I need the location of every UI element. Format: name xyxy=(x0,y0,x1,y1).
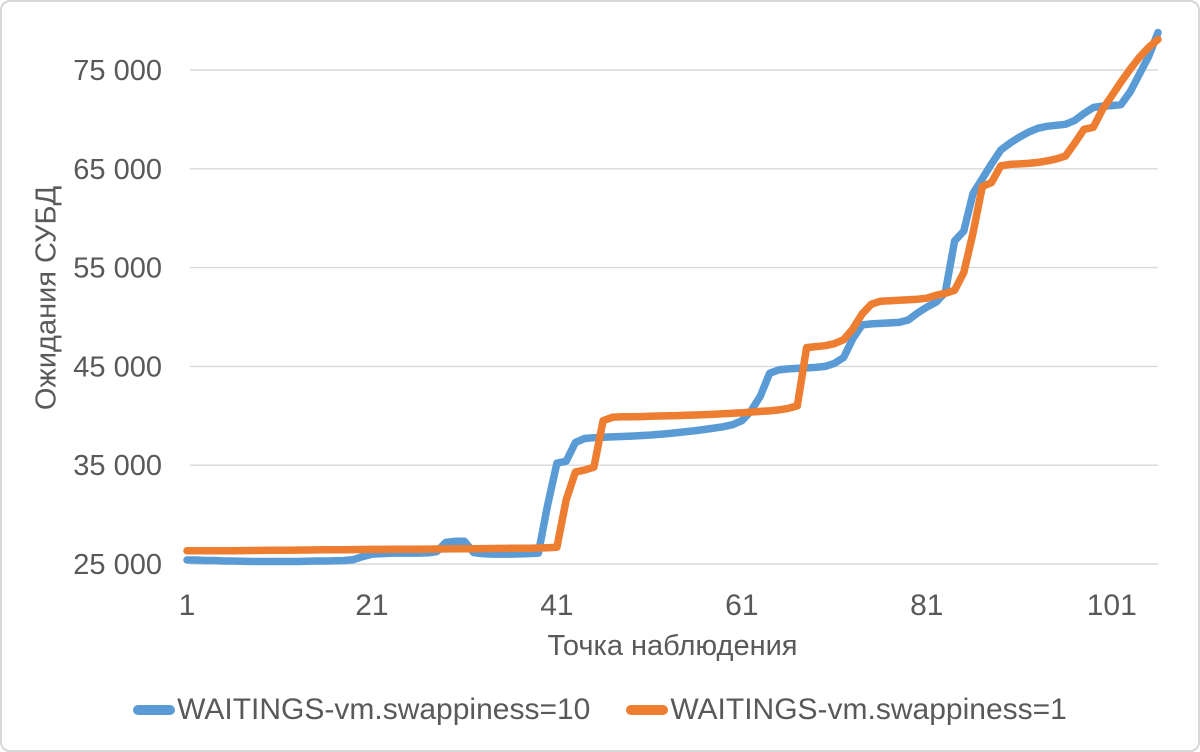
series-line-marker-icon xyxy=(626,705,669,715)
x-axis-title: Точка наблюдения xyxy=(547,630,798,662)
series-line-marker-icon xyxy=(133,705,176,715)
series-line-0 xyxy=(183,28,1162,566)
x-tick-label: 61 xyxy=(725,589,758,622)
chart-legend: WAITINGS-vm.swappiness=10 WAITINGS-vm.sw… xyxy=(2,693,1198,727)
y-tick-label: 45 000 xyxy=(73,351,162,383)
x-tick-label: 1 xyxy=(179,589,196,622)
x-tick-label: 101 xyxy=(1087,589,1137,622)
x-tick-label: 21 xyxy=(355,589,388,622)
x-tick-label: 41 xyxy=(540,589,573,622)
legend-label: WAITINGS-vm.swappiness=1 xyxy=(670,693,1067,726)
series-line-1 xyxy=(183,35,1162,555)
y-tick-label: 35 000 xyxy=(73,450,162,482)
legend-item-swappiness-1: WAITINGS-vm.swappiness=1 xyxy=(626,693,1067,727)
legend-label: WAITINGS-vm.swappiness=10 xyxy=(177,693,591,726)
y-tick-label: 25 000 xyxy=(73,549,162,581)
x-tick-label: 81 xyxy=(910,589,943,622)
legend-item-swappiness-10: WAITINGS-vm.swappiness=10 xyxy=(133,693,590,727)
y-axis-title: Ожидания СУБД xyxy=(30,185,63,411)
y-tick-label: 55 000 xyxy=(73,253,162,285)
y-tick-label: 65 000 xyxy=(73,154,162,186)
y-tick-label: 75 000 xyxy=(73,55,162,87)
